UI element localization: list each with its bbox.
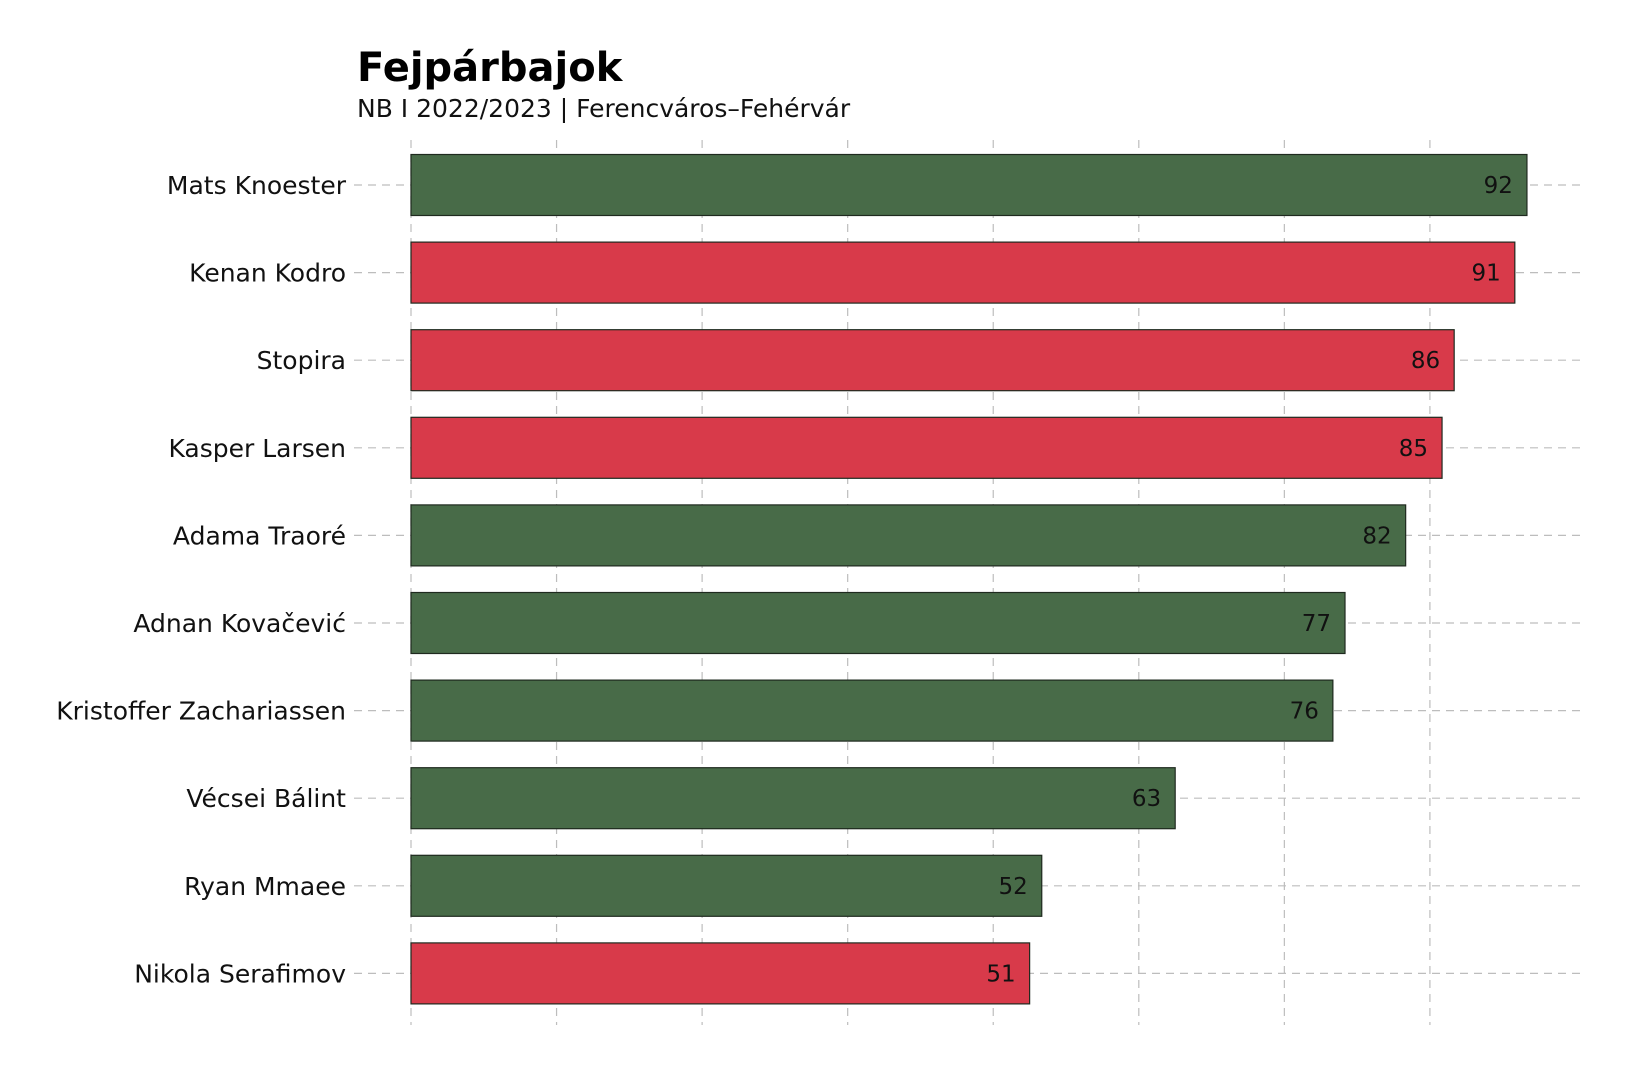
- bar: [410, 767, 1176, 830]
- bar: [410, 329, 1455, 392]
- bars: 92 91 86 85 82 77 76 63 52 51: [410, 153, 1528, 1005]
- category-label: Nikola Serafimov: [134, 959, 346, 988]
- data-label: 51: [986, 961, 1015, 987]
- category-label: Stopira: [257, 346, 346, 375]
- category-label: Kenan Kodro: [189, 259, 346, 288]
- chart-title: Fejpárbajok: [357, 45, 624, 91]
- data-label: 82: [1362, 523, 1391, 549]
- chart-subtitle: NB I 2022/2023 | Ferencváros–Fehérvár: [357, 94, 851, 123]
- bar: [410, 679, 1334, 742]
- category-label: Kasper Larsen: [168, 434, 346, 463]
- data-label: 52: [998, 874, 1027, 900]
- data-label: 92: [1484, 173, 1513, 199]
- category-label: Adama Traoré: [173, 521, 346, 550]
- category-label: Kristoffer Zachariassen: [56, 697, 346, 726]
- data-label: 91: [1472, 261, 1501, 287]
- bar: [410, 504, 1407, 567]
- category-label: Mats Knoester: [167, 171, 347, 200]
- bar: [410, 416, 1443, 479]
- data-label: 63: [1132, 786, 1161, 812]
- bar: [410, 854, 1043, 917]
- bar: [410, 942, 1031, 1005]
- bar: [410, 153, 1528, 217]
- category-labels: Mats Knoester Kenan Kodro Stopira Kasper La…: [56, 171, 346, 988]
- category-label: Adnan Kovačević: [133, 609, 346, 638]
- data-label: 77: [1302, 611, 1331, 637]
- bar: [410, 241, 1516, 304]
- bar: [410, 591, 1346, 655]
- data-label: 76: [1290, 699, 1319, 725]
- data-label: 85: [1399, 436, 1428, 462]
- category-label: Vécsei Bálint: [186, 784, 346, 813]
- data-label: 86: [1411, 348, 1440, 374]
- category-label: Ryan Mmaee: [184, 872, 346, 901]
